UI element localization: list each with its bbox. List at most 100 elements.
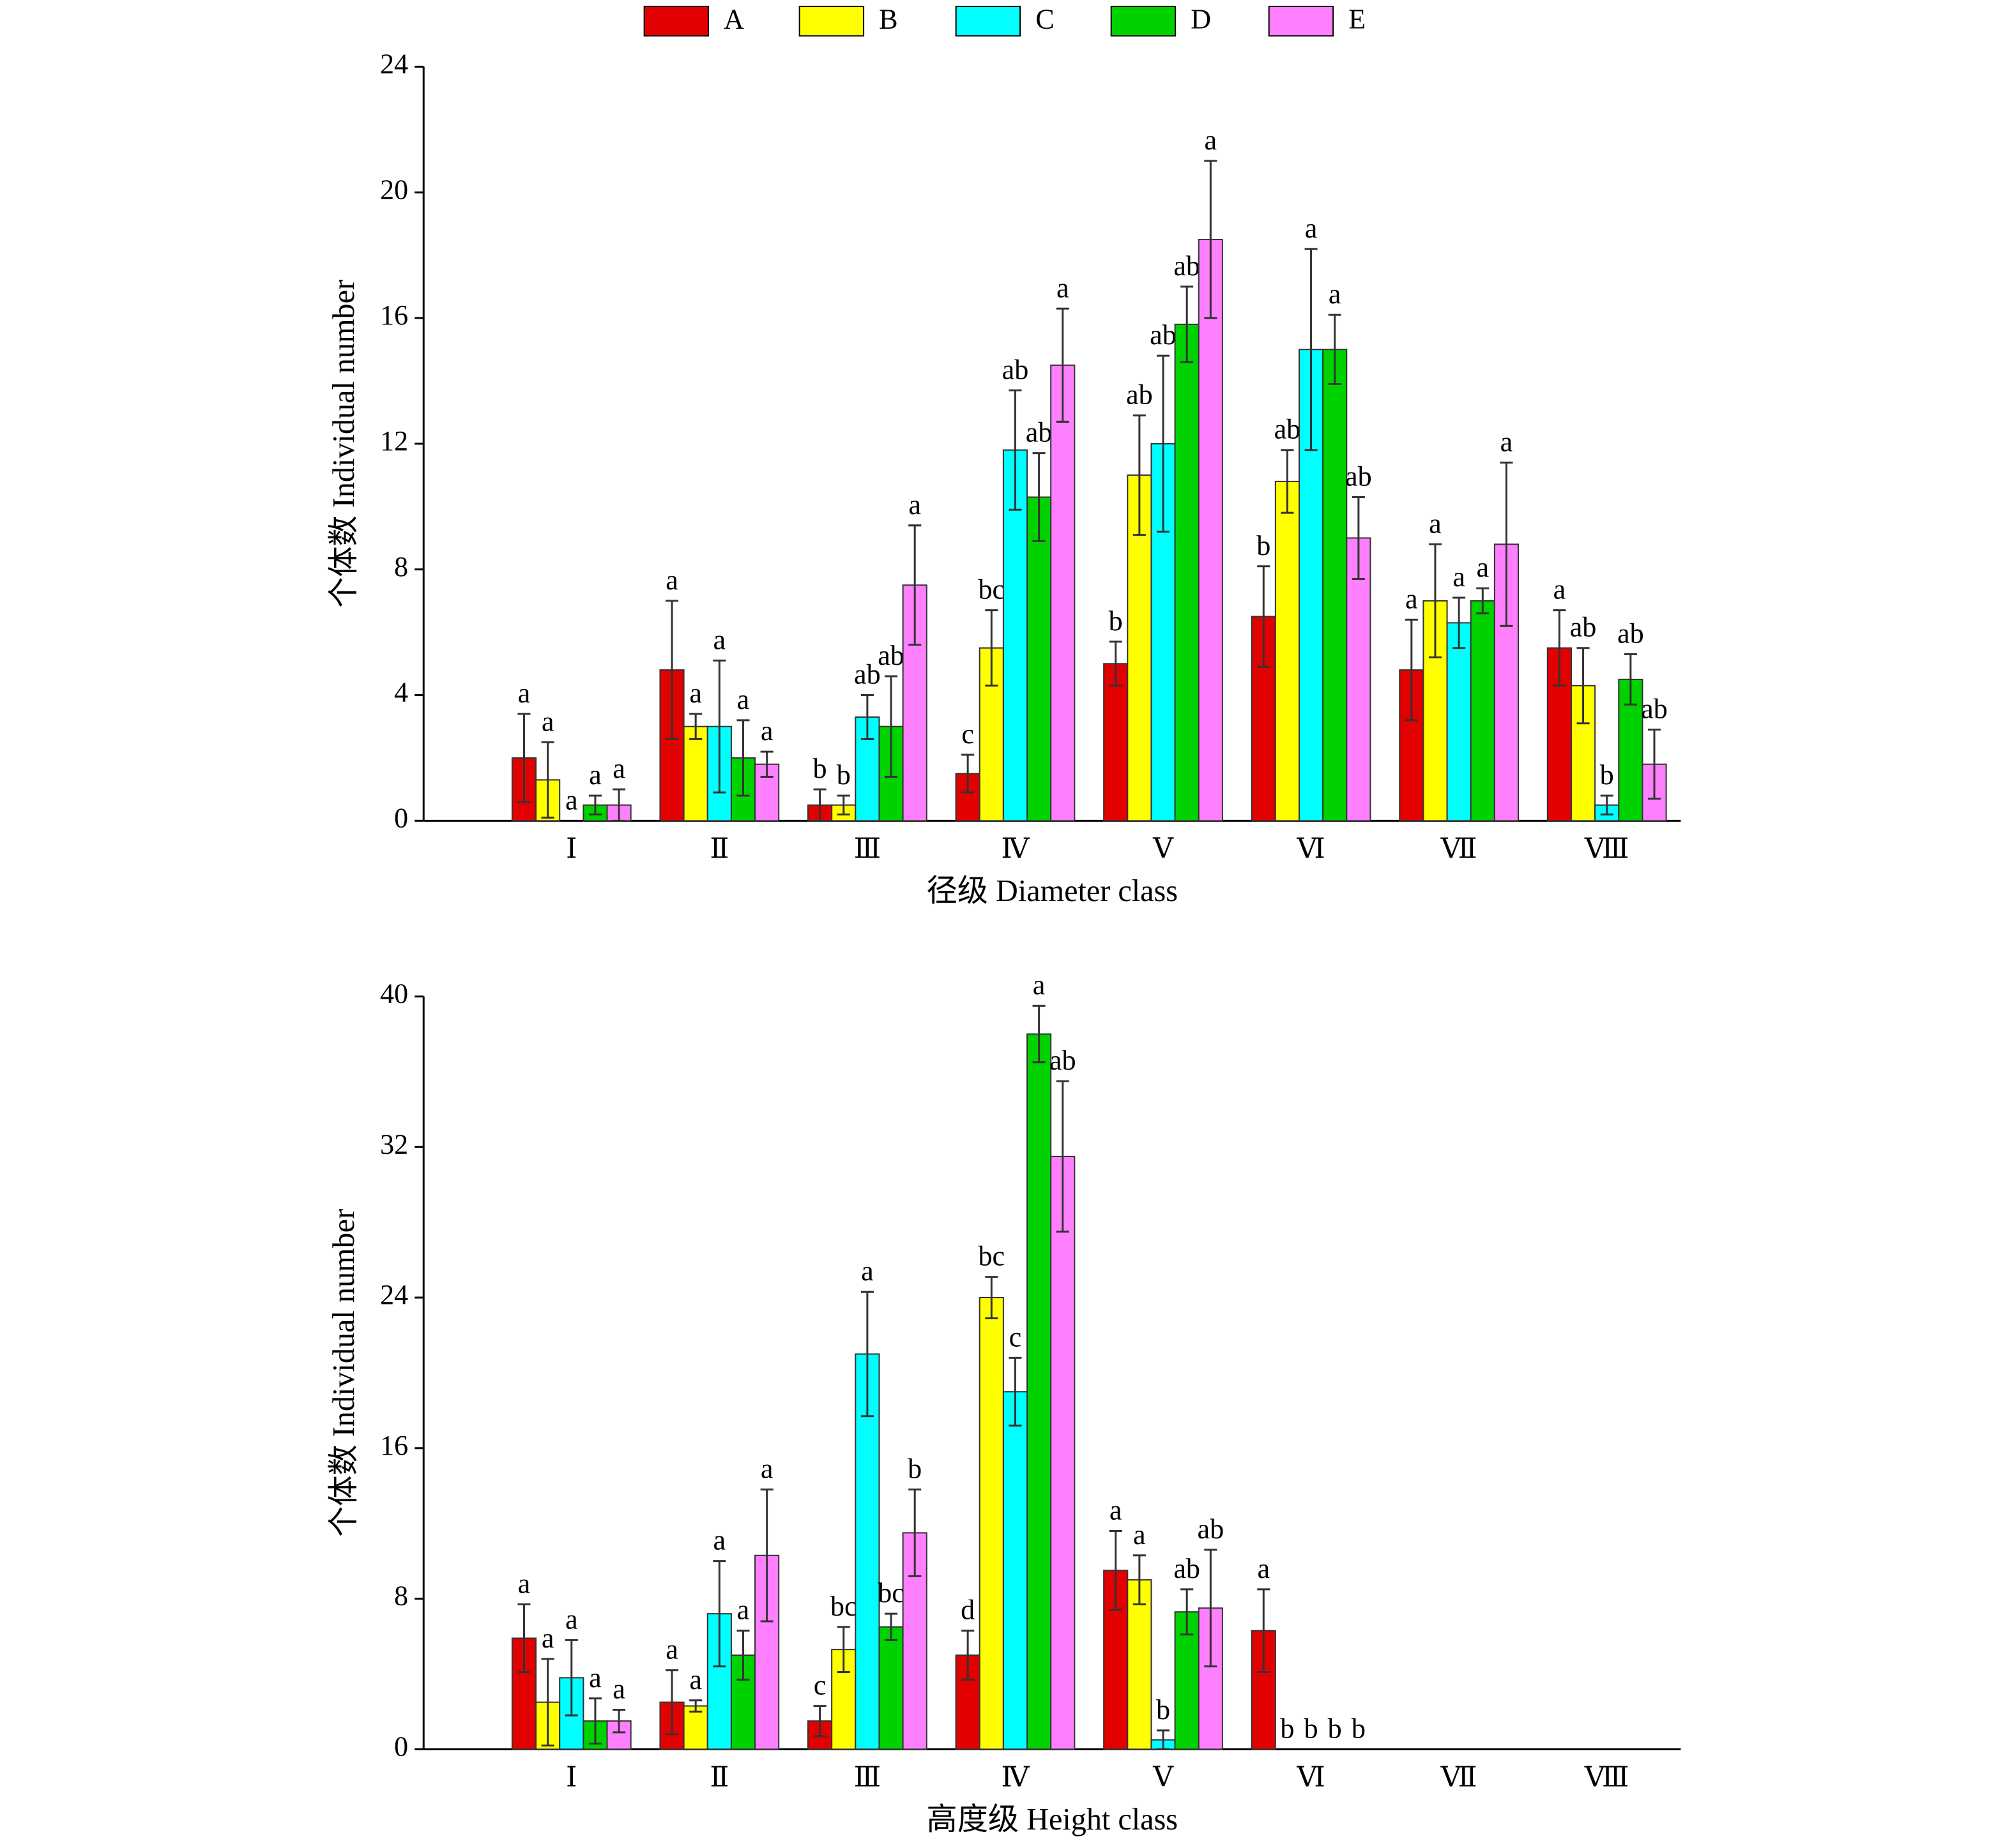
x-tick-label: Ⅱ	[710, 833, 729, 865]
significance-label: ab	[1641, 693, 1668, 725]
bar	[1446, 622, 1472, 822]
significance-label: ab	[1197, 1513, 1224, 1545]
y-tick-label: 8	[394, 551, 408, 582]
significance-label: a	[1553, 574, 1566, 605]
bar	[1127, 1579, 1152, 1750]
significance-label: bc	[878, 1577, 904, 1609]
significance-label: ab	[1002, 354, 1029, 385]
significance-label: a	[761, 1453, 774, 1485]
legend-swatch	[1268, 6, 1334, 37]
bar	[1174, 323, 1200, 822]
x-axis-label: 径级 Diameter class	[927, 874, 1178, 908]
bar	[1274, 480, 1300, 822]
legend-label: A	[724, 3, 744, 34]
legend-label: D	[1191, 3, 1211, 34]
bar	[955, 1654, 980, 1750]
bar	[878, 1626, 904, 1750]
y-tick-label: 12	[380, 425, 408, 457]
significance-label: a	[565, 784, 578, 815]
significance-label: c	[814, 1670, 827, 1701]
significance-label: a	[1056, 272, 1069, 303]
significance-label: a	[1257, 1553, 1270, 1584]
x-tick-label: Ⅷ	[1584, 833, 1629, 865]
legend-label: E	[1348, 3, 1366, 34]
significance-label: a	[689, 1664, 702, 1695]
bar	[1470, 600, 1495, 822]
significance-label: a	[518, 1568, 531, 1599]
y-tick-label: 20	[380, 174, 408, 205]
significance-label: a	[1476, 552, 1489, 583]
significance-label: ab	[1126, 379, 1153, 411]
bar	[1198, 239, 1223, 822]
significance-label: ab	[1345, 461, 1372, 492]
significance-label: a	[1329, 278, 1341, 310]
x-tick-label: Ⅲ	[854, 833, 881, 865]
significance-label: a	[1305, 213, 1318, 244]
significance-label: b	[1352, 1713, 1366, 1744]
significance-label: ab	[1049, 1045, 1076, 1076]
y-axis-label: 个体数 Individual number	[327, 1209, 361, 1537]
y-tick-label: 24	[380, 49, 408, 80]
significance-label: a	[589, 1662, 602, 1693]
significance-label: d	[961, 1594, 975, 1626]
significance-label: bc	[830, 1591, 857, 1622]
bar	[1618, 678, 1643, 822]
y-tick-label: 40	[380, 978, 408, 1010]
bar	[979, 1297, 1004, 1750]
significance-label: bc	[978, 574, 1005, 605]
x-tick-label: Ⅴ	[1152, 833, 1174, 865]
significance-label: b	[1256, 530, 1270, 561]
significance-label: a	[1405, 583, 1418, 614]
x-tick-label: Ⅷ	[1584, 1762, 1629, 1793]
significance-label: a	[737, 684, 750, 715]
x-tick-label: Ⅵ	[1296, 1762, 1325, 1793]
significance-label: a	[1205, 125, 1217, 156]
significance-label: a	[1133, 1519, 1146, 1550]
legend-swatch	[643, 6, 710, 37]
significance-label: a	[1500, 426, 1513, 457]
y-tick-label: 32	[380, 1128, 408, 1160]
significance-label: a	[542, 1623, 554, 1654]
y-tick-label: 24	[380, 1279, 408, 1310]
significance-label: a	[689, 678, 702, 709]
significance-label: a	[666, 1634, 678, 1665]
significance-label: ab	[1150, 319, 1177, 351]
significance-label: b	[1304, 1713, 1318, 1744]
bar	[1026, 496, 1052, 822]
significance-label: b	[908, 1453, 922, 1485]
significance-label: a	[613, 753, 625, 784]
legend-swatch	[955, 6, 1021, 37]
bar	[1346, 537, 1371, 822]
bar	[855, 1353, 880, 1750]
legend-swatch	[798, 6, 865, 37]
significance-label: a	[565, 1603, 578, 1635]
legend-swatch	[1110, 6, 1177, 37]
y-tick-label: 0	[394, 802, 408, 833]
y-tick-label: 16	[380, 299, 408, 331]
bar	[1002, 1391, 1028, 1750]
significance-label: a	[1109, 1495, 1122, 1526]
bar	[683, 725, 708, 822]
significance-label: b	[1280, 1713, 1294, 1744]
bar	[1103, 663, 1129, 822]
x-tick-label: Ⅰ	[566, 833, 577, 865]
significance-label: a	[908, 489, 921, 520]
y-tick-label: 16	[380, 1430, 408, 1461]
significance-label: b	[837, 759, 851, 791]
x-tick-label: Ⅴ	[1152, 1762, 1174, 1793]
significance-label: b	[1156, 1694, 1170, 1725]
significance-label: ab	[854, 659, 881, 690]
significance-label: ab	[1026, 417, 1053, 448]
significance-label: ab	[1617, 618, 1644, 649]
bar	[1050, 364, 1076, 822]
significance-label: a	[542, 706, 554, 737]
x-tick-label: Ⅱ	[710, 1762, 729, 1793]
x-axis-label: 高度级 Height class	[927, 1803, 1178, 1837]
significance-label: c	[1009, 1321, 1022, 1352]
x-tick-label: Ⅳ	[1001, 1762, 1030, 1793]
significance-label: a	[761, 715, 774, 746]
significance-label: ab	[878, 640, 904, 671]
y-tick-label: 8	[394, 1580, 408, 1612]
significance-label: ab	[1173, 250, 1200, 282]
significance-label: bc	[978, 1241, 1005, 1272]
